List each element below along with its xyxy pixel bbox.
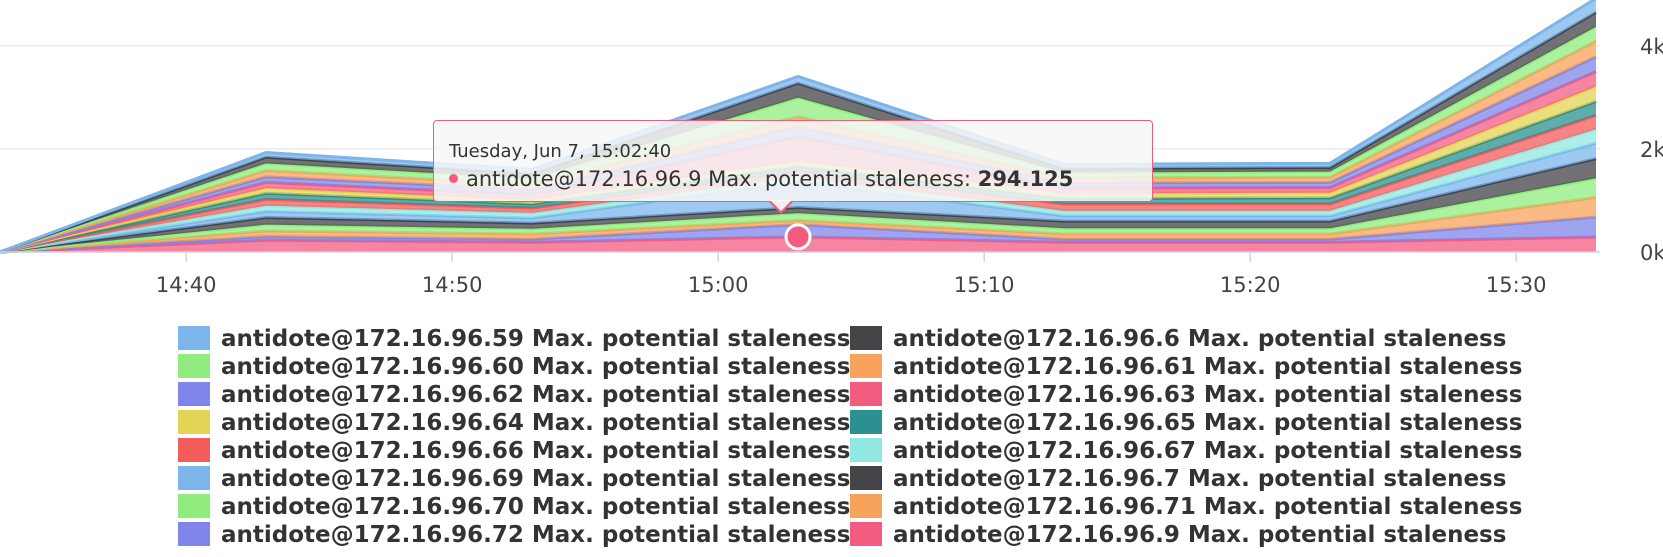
legend-label: antidote@172.16.96.61 Max. potential sta… <box>893 354 1522 380</box>
legend-swatch <box>850 494 882 518</box>
tooltip-line: antidote@172.16.96.9 Max. potential stal… <box>449 167 1073 191</box>
legend-item[interactable]: antidote@172.16.96.61 Max. potential sta… <box>850 354 1522 380</box>
legend-swatch <box>178 326 210 350</box>
legend-swatch <box>178 410 210 434</box>
legend-label: antidote@172.16.96.60 Max. potential sta… <box>221 354 850 380</box>
legend-label: antidote@172.16.96.66 Max. potential sta… <box>221 438 850 464</box>
tooltip-value: 294.125 <box>977 167 1074 191</box>
legend-swatch <box>178 466 210 490</box>
x-tick-label: 14:50 <box>422 273 483 297</box>
legend-label: antidote@172.16.96.63 Max. potential sta… <box>893 382 1522 408</box>
hover-marker <box>784 223 812 251</box>
legend-swatch <box>850 522 882 546</box>
legend-item[interactable]: antidote@172.16.96.59 Max. potential sta… <box>178 326 850 352</box>
legend-label: antidote@172.16.96.69 Max. potential sta… <box>221 466 850 492</box>
x-tick-label: 15:10 <box>954 273 1015 297</box>
area-series <box>0 178 1596 252</box>
legend-swatch <box>178 438 210 462</box>
legend-label: antidote@172.16.96.67 Max. potential sta… <box>893 438 1522 464</box>
legend-swatch <box>178 494 210 518</box>
legend-item[interactable]: antidote@172.16.96.71 Max. potential sta… <box>850 494 1522 520</box>
legend-label: antidote@172.16.96.9 Max. potential stal… <box>893 522 1506 548</box>
legend-item[interactable]: antidote@172.16.96.7 Max. potential stal… <box>850 466 1506 492</box>
legend-swatch <box>850 438 882 462</box>
legend-item[interactable]: antidote@172.16.96.66 Max. potential sta… <box>178 438 850 464</box>
legend-swatch <box>178 354 210 378</box>
legend-swatch <box>178 522 210 546</box>
legend-item[interactable]: antidote@172.16.96.64 Max. potential sta… <box>178 410 850 436</box>
y-tick-label: 2k <box>1640 138 1663 162</box>
series-line <box>0 0 1597 254</box>
tooltip-series-name: antidote@172.16.96.9 Max. potential stal… <box>466 167 972 191</box>
legend-swatch <box>850 410 882 434</box>
legend-item[interactable]: antidote@172.16.96.65 Max. potential sta… <box>850 410 1522 436</box>
legend-label: antidote@172.16.96.65 Max. potential sta… <box>893 410 1522 436</box>
legend-label: antidote@172.16.96.71 Max. potential sta… <box>893 494 1522 520</box>
legend-label: antidote@172.16.96.6 Max. potential stal… <box>893 326 1506 352</box>
tooltip-arrow-inner <box>770 200 792 211</box>
legend-item[interactable]: antidote@172.16.96.69 Max. potential sta… <box>178 466 850 492</box>
tooltip-series-dot <box>449 173 458 183</box>
y-tick-label: 4k <box>1640 35 1663 59</box>
legend-label: antidote@172.16.96.7 Max. potential stal… <box>893 466 1506 492</box>
area-series <box>0 197 1596 252</box>
legend-label: antidote@172.16.96.59 Max. potential sta… <box>221 326 850 352</box>
x-tick-label: 15:20 <box>1220 273 1281 297</box>
legend-item[interactable]: antidote@172.16.96.67 Max. potential sta… <box>850 438 1522 464</box>
legend-label: antidote@172.16.96.64 Max. potential sta… <box>221 410 850 436</box>
series-line <box>0 157 1597 254</box>
legend-label: antidote@172.16.96.70 Max. potential sta… <box>221 494 850 520</box>
y-tick-label: 0k <box>1640 241 1663 265</box>
legend-item[interactable]: antidote@172.16.96.62 Max. potential sta… <box>178 382 850 408</box>
legend-item[interactable]: antidote@172.16.96.9 Max. potential stal… <box>850 522 1506 548</box>
legend-label: antidote@172.16.96.62 Max. potential sta… <box>221 382 850 408</box>
x-tick-label: 14:40 <box>156 273 217 297</box>
x-tick-label: 15:30 <box>1486 273 1547 297</box>
legend-item[interactable]: antidote@172.16.96.63 Max. potential sta… <box>850 382 1522 408</box>
legend-label: antidote@172.16.96.72 Max. potential sta… <box>221 522 850 548</box>
series-line <box>0 10 1597 254</box>
legend-swatch <box>850 466 882 490</box>
legend-swatch <box>850 382 882 406</box>
legend-item[interactable]: antidote@172.16.96.70 Max. potential sta… <box>178 494 850 520</box>
tooltip-date: Tuesday, Jun 7, 15:02:40 <box>449 141 672 162</box>
x-tick-label: 15:00 <box>688 273 749 297</box>
legend-swatch <box>850 354 882 378</box>
chart-tooltip: Tuesday, Jun 7, 15:02:40 antidote@172.16… <box>433 120 1153 202</box>
legend-item[interactable]: antidote@172.16.96.6 Max. potential stal… <box>850 326 1506 352</box>
legend-swatch <box>178 382 210 406</box>
legend-swatch <box>850 326 882 350</box>
legend-item[interactable]: antidote@172.16.96.60 Max. potential sta… <box>178 354 850 380</box>
legend-item[interactable]: antidote@172.16.96.72 Max. potential sta… <box>178 522 850 548</box>
